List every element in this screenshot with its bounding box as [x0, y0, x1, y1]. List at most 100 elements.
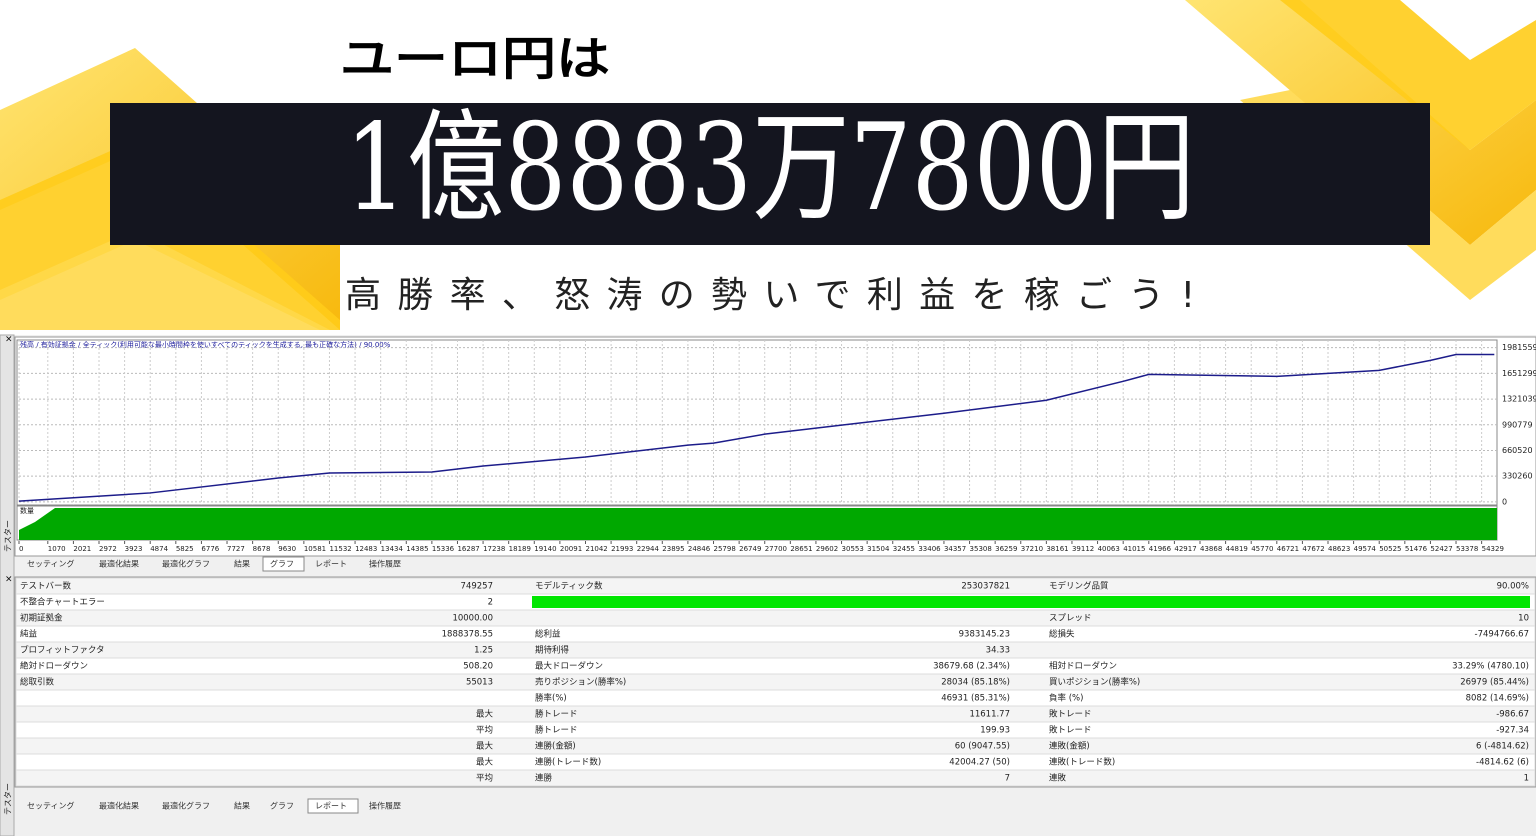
report-value: 28034 (85.18%): [941, 678, 1010, 688]
report-value: 1888378.55: [442, 630, 493, 640]
tab[interactable]: [362, 557, 412, 571]
report-label: 期待利得: [535, 645, 570, 656]
tab-label[interactable]: 最適化結果: [99, 801, 139, 811]
report-label: 純益: [20, 629, 38, 640]
x-tick-label: 17238: [483, 545, 505, 553]
report-label: 連敗(金額): [1049, 741, 1090, 752]
tab-label[interactable]: 操作履歴: [369, 559, 401, 569]
tab-label[interactable]: グラフ: [270, 801, 294, 811]
tab[interactable]: [155, 799, 223, 813]
tab-label[interactable]: 最適化結果: [99, 559, 139, 569]
report-row: [15, 673, 1536, 691]
x-tick-label: 15336: [432, 545, 455, 553]
report-value: 55013: [466, 678, 493, 688]
x-tick-label: 5825: [176, 545, 194, 553]
tab-label[interactable]: グラフ: [270, 559, 294, 569]
x-tick-label: 47672: [1302, 545, 1324, 553]
tab[interactable]: [92, 799, 151, 813]
tab[interactable]: [92, 557, 151, 571]
x-tick-label: 13434: [381, 545, 404, 553]
report-row: [15, 705, 1536, 723]
report-label: プロフィットファクタ: [20, 646, 105, 656]
x-tick-label: 35308: [970, 545, 992, 553]
tab-label[interactable]: レポート: [315, 560, 347, 569]
report-label: 総取引数: [20, 677, 55, 688]
tab[interactable]: [155, 557, 223, 571]
report-value: 253037821: [961, 582, 1010, 592]
x-tick-label: 16287: [457, 545, 479, 553]
report-label: 敗トレード: [1049, 709, 1092, 720]
report-value: 10: [1518, 614, 1529, 624]
tab-label[interactable]: 最適化グラフ: [162, 801, 210, 811]
y-tick-label: 0: [1502, 497, 1507, 506]
x-tick-label: 24846: [688, 545, 711, 553]
x-tick-label: 50525: [1379, 545, 1401, 553]
tab-label[interactable]: 結果: [234, 559, 250, 569]
y-tick-label: 1981559: [1502, 343, 1536, 352]
report-value: 最大: [476, 709, 494, 720]
report-row: [15, 769, 1536, 787]
x-tick-label: 51476: [1405, 545, 1428, 553]
x-tick-label: 29602: [816, 545, 838, 553]
x-tick-label: 54329: [1482, 545, 1504, 553]
report-label: テストバー数: [20, 581, 72, 592]
report-label: 連勝(トレード数): [535, 757, 601, 768]
x-tick-label: 2021: [73, 545, 91, 553]
x-tick-label: 21042: [585, 545, 607, 553]
report-value: 2: [488, 598, 493, 608]
report-label: 連勝(金額): [535, 741, 576, 752]
x-tick-label: 19140: [534, 545, 556, 553]
tab-label[interactable]: セッティング: [27, 801, 75, 811]
tab[interactable]: [307, 798, 359, 814]
close-icon[interactable]: ×: [5, 335, 13, 345]
report-label: 総利益: [535, 629, 561, 640]
tab[interactable]: [227, 799, 259, 813]
tab[interactable]: [263, 799, 304, 813]
tab[interactable]: [20, 799, 88, 813]
y-tick-label: 1321039: [1502, 395, 1536, 404]
tab-label[interactable]: セッティング: [27, 559, 75, 569]
report-value: 最大: [476, 741, 494, 752]
x-tick-label: 8678: [253, 545, 271, 553]
report-label: 総損失: [1049, 629, 1075, 640]
x-tick-label: 44819: [1226, 545, 1248, 553]
x-tick-label: 49574: [1354, 545, 1377, 553]
quality-bar: [532, 596, 1530, 608]
volume-fill: [19, 508, 1497, 540]
balance-line: [18, 353, 1495, 502]
x-tick-label: 31504: [867, 545, 890, 553]
report-value: 9383145.23: [959, 630, 1010, 640]
tab[interactable]: [20, 557, 88, 571]
report-value: -986.67: [1496, 710, 1529, 720]
headline: ユーロ円は: [340, 32, 610, 86]
report-value: 6 (-4814.62): [1476, 742, 1529, 752]
x-tick-label: 14385: [406, 545, 428, 553]
x-tick-label: 7727: [227, 545, 245, 553]
tab-label[interactable]: 最適化グラフ: [162, 559, 210, 569]
report-row: [15, 721, 1536, 739]
report-label: 勝率(%): [535, 693, 567, 704]
report-value: 10000.00: [452, 614, 493, 624]
report-row: [15, 625, 1536, 643]
tab[interactable]: [227, 557, 259, 571]
report-value: 最大: [476, 757, 494, 768]
report-value: 1: [1524, 774, 1529, 784]
x-tick-label: 28651: [790, 545, 812, 553]
x-tick-label: 32455: [893, 545, 915, 553]
tab-label[interactable]: レポート: [315, 802, 347, 811]
tab-label[interactable]: 結果: [234, 801, 250, 811]
x-tick-label: 36259: [995, 545, 1017, 553]
tab[interactable]: [308, 557, 358, 571]
x-tick-label: 27700: [765, 545, 787, 553]
tab[interactable]: [262, 556, 305, 572]
close-icon[interactable]: ×: [5, 575, 13, 585]
side-label: テスター: [4, 520, 13, 552]
report-value: 508.20: [463, 662, 493, 672]
tab[interactable]: [362, 799, 412, 813]
report-label: 連敗(トレード数): [1049, 757, 1115, 768]
tab-label[interactable]: 操作履歴: [369, 801, 401, 811]
x-tick-label: 11532: [329, 545, 351, 553]
report-value: 38679.68 (2.34%): [933, 662, 1010, 672]
report-label: 連敗: [1049, 773, 1067, 784]
report-row: [15, 577, 1536, 595]
